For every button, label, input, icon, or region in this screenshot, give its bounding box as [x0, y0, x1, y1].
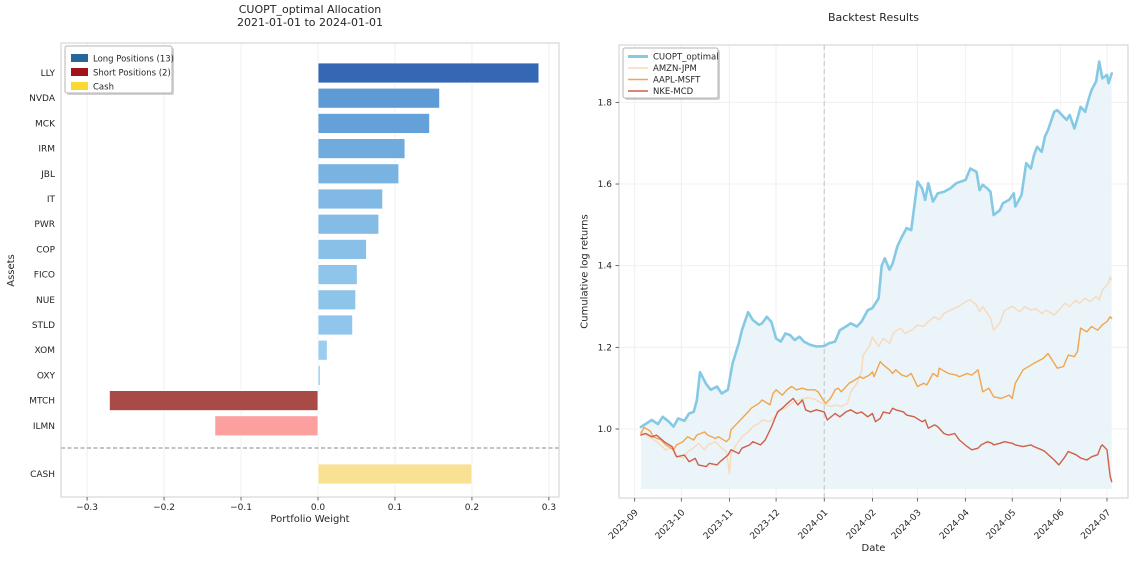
backtest-xtick-label: 2024-03: [890, 508, 924, 542]
backtest-ytick-label: 1.4: [598, 262, 613, 272]
backtest-ytick-label: 1.8: [598, 98, 613, 108]
backtest-line-cuopt_optimal: [639, 60, 1113, 429]
allocation-ytick-label: IT: [47, 195, 56, 205]
allocation-ytick-label: NVDA: [29, 94, 56, 104]
allocation-ytick-label: JBL: [40, 170, 55, 180]
backtest-legend-label: AAPL-MSFT: [653, 76, 701, 86]
allocation-bar-nue: [317, 289, 357, 311]
allocation-yaxis-label: Assets: [5, 254, 17, 287]
allocation-bar-jbl: [317, 163, 400, 185]
backtest-xaxis-label: Date: [861, 543, 886, 554]
allocation-ytick-label: CASH: [30, 470, 55, 480]
allocation-ytick-label: COP: [36, 245, 55, 255]
allocation-ytick-label: NUE: [36, 296, 55, 306]
allocation-bar-cop: [317, 238, 367, 260]
allocation-xaxis-label: Portfolio Weight: [270, 514, 350, 525]
allocation-bar-fico: [317, 264, 358, 286]
backtest-legend-label: CUOPT_optimal: [653, 53, 719, 63]
backtest-xtick-label: 2024-04: [938, 508, 972, 542]
allocation-bar-irm: [317, 138, 406, 160]
allocation-legend-swatch: [71, 82, 88, 90]
backtest-yaxis-label: Cumulative log returns: [579, 214, 591, 329]
allocation-ytick-label: FICO: [34, 271, 55, 281]
allocation-legend-label: Cash: [93, 83, 114, 93]
allocation-ytick-label: ILMN: [33, 422, 55, 432]
allocation-legend-label: Short Positions (2): [93, 69, 171, 79]
allocation-xtick-label: 0.2: [465, 503, 479, 513]
allocation-bar-stld: [317, 314, 354, 336]
allocation-ytick-label: XOM: [35, 346, 55, 356]
backtest-legend-label: AMZN-JPM: [653, 64, 697, 74]
allocation-xtick-label: −0.1: [230, 503, 252, 513]
allocation-legend-swatch: [71, 54, 88, 62]
allocation-ytick-label: LLY: [41, 69, 56, 79]
backtest-line-nke-mcd: [640, 397, 1113, 483]
allocation-title-line2: 2021-01-01 to 2024-01-01: [237, 16, 383, 29]
allocation-legend-box: [64, 45, 173, 94]
allocation-bar-pwr: [317, 213, 380, 235]
allocation-bar-it: [317, 188, 384, 210]
allocation-bar-xom: [317, 339, 328, 361]
allocation-ytick-label: PWR: [34, 220, 55, 230]
backtest-line-aapl-msft: [640, 316, 1113, 451]
allocation-bar-oxy: [317, 364, 321, 386]
allocation-bar-mck: [317, 113, 431, 134]
allocation-xtick-label: 0.3: [542, 503, 556, 513]
backtest-ytick-label: 1.0: [598, 425, 613, 435]
backtest-legend-box: [622, 47, 719, 99]
allocation-ytick-label: IRM: [38, 145, 55, 155]
allocation-xtick-label: 0.1: [388, 503, 402, 513]
allocation-xtick-label: −0.2: [153, 503, 175, 513]
backtest-xtick-label: 2024-07: [1079, 508, 1113, 542]
allocation-bar-nvda: [317, 87, 441, 109]
allocation-ytick-label: MTCH: [29, 397, 55, 407]
backtest-xtick-label: 2023-10: [654, 508, 688, 542]
backtest-legend-label: NKE-MCD: [653, 87, 694, 97]
backtest-xtick-label: 2024-01: [797, 508, 831, 542]
allocation-title-line1: CUOPT_optimal Allocation: [238, 3, 382, 16]
backtest-xtick-label: 2023-09: [607, 508, 641, 542]
backtest-xtick-label: 2024-02: [845, 508, 879, 542]
backtest-ytick-label: 1.6: [598, 180, 613, 190]
backtest-ytick-label: 1.2: [598, 343, 612, 353]
backtest-xtick-label: 2024-05: [985, 508, 1019, 542]
allocation-ytick-label: MCK: [35, 119, 56, 129]
allocation-bar-mtch: [109, 390, 319, 412]
allocation-ytick-label: OXY: [37, 371, 56, 381]
allocation-legend-swatch: [71, 68, 88, 76]
backtest-title: Backtest Results: [827, 11, 920, 24]
allocation-plot-border: [60, 42, 560, 498]
backtest-area-fill: [640, 61, 1112, 489]
allocation-xtick-label: −0.3: [76, 503, 98, 513]
allocation-bar-ilmn: [214, 415, 319, 437]
backtest-line-amzn-jpm: [640, 276, 1113, 475]
allocation-ytick-label: STLD: [32, 321, 55, 331]
allocation-bar-lly: [317, 62, 540, 84]
backtest-xtick-label: 2024-06: [1033, 508, 1067, 542]
allocation-legend-label: Long Positions (13): [93, 55, 174, 65]
backtest-xtick-label: 2023-11: [702, 508, 736, 542]
backtest-plot-border: [618, 44, 1129, 499]
allocation-xtick-label: 0.0: [311, 503, 326, 513]
allocation-bar-cash: [317, 463, 473, 485]
backtest-xtick-label: 2023-12: [749, 508, 783, 542]
